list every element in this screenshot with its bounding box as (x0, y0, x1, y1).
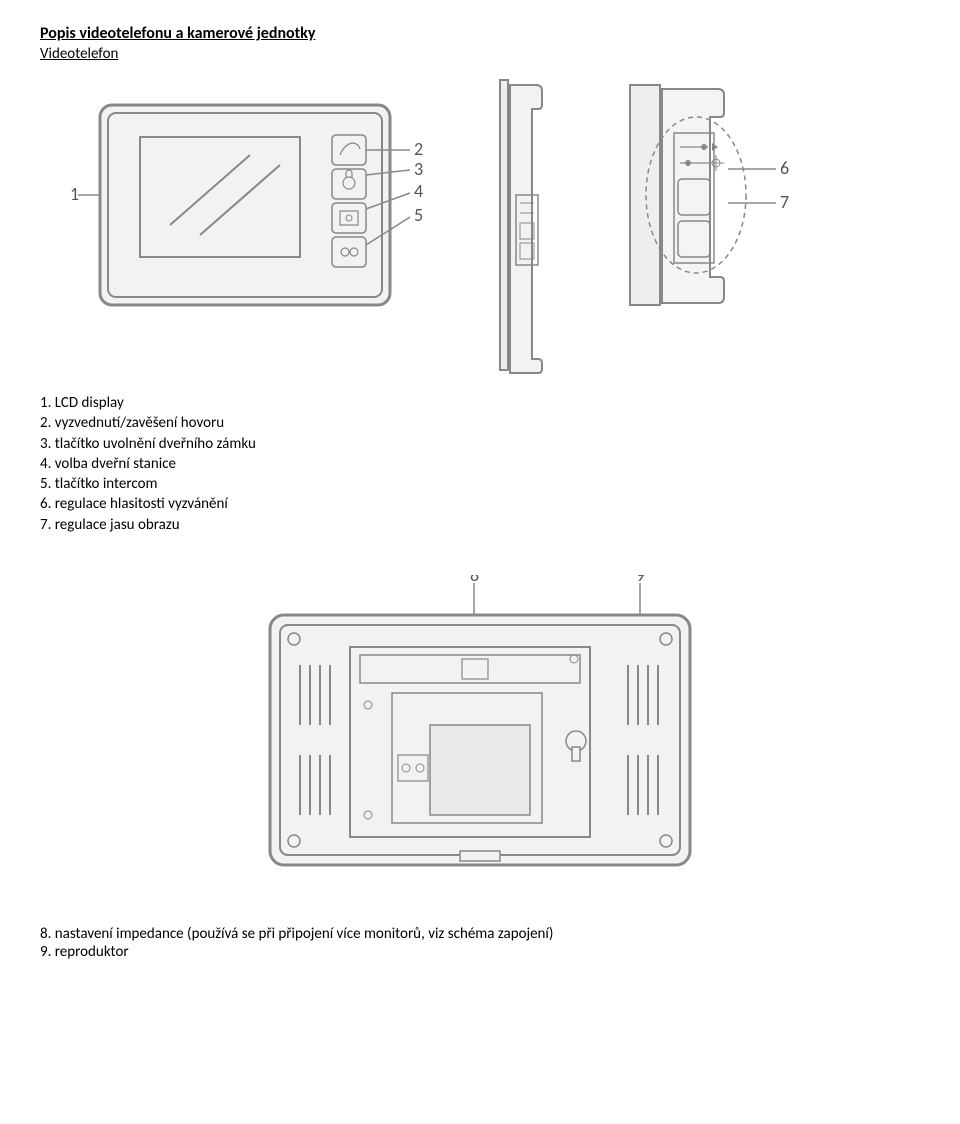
label-9: 9 (636, 575, 645, 586)
label-1: 1 (70, 183, 79, 205)
list-item: 6. regulace hlasitosti vyzvánění (40, 494, 920, 514)
top-diagrams-row: 1 2 3 4 5 (40, 75, 920, 375)
label-3: 3 (414, 158, 423, 180)
list-item: 2. vyzvednutí/zavěšení hovoru (40, 413, 920, 433)
diagram-side-view (470, 75, 560, 375)
diagram-back-view: 8 9 (230, 575, 730, 875)
page-title: Popis videotelefonu a kamerové jednotky (40, 24, 920, 43)
list-item: 4. volba dveřní stanice (40, 454, 920, 474)
diagram-front-view: 1 2 3 4 5 (70, 75, 430, 335)
diagram-detail-view: 6 7 (600, 75, 800, 315)
list-item: 9. reproduktor (40, 943, 920, 961)
label-5: 5 (414, 204, 423, 226)
list-item: 1. LCD display (40, 393, 920, 413)
label-8: 8 (470, 575, 479, 586)
page-subtitle: Videotelefon (40, 45, 920, 63)
label-6: 6 (780, 157, 789, 179)
list-item: 7. regulace jasu obrazu (40, 515, 920, 535)
label-7: 7 (780, 191, 789, 213)
label-2: 2 (414, 138, 423, 160)
list-item: 8. nastavení impedance (používá se při p… (40, 925, 920, 943)
legend-list-1: 1. LCD display 2. vyzvednutí/zavěšení ho… (40, 393, 920, 535)
list-item: 3. tlačítko uvolnění dveřního zámku (40, 434, 920, 454)
list-item: 5. tlačítko intercom (40, 474, 920, 494)
legend-list-2: 8. nastavení impedance (používá se při p… (40, 925, 920, 961)
label-4: 4 (414, 180, 423, 202)
bottom-diagram-wrap: 8 9 (40, 575, 920, 875)
